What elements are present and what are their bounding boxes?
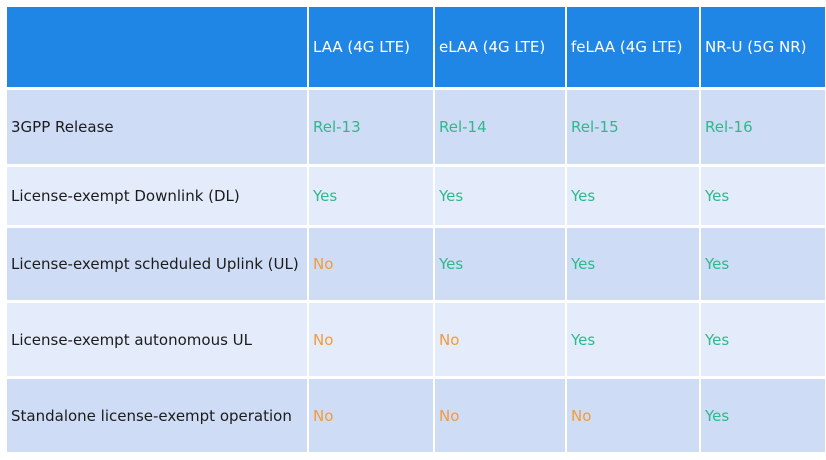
cell-value: No <box>435 379 565 452</box>
header-row: LAA (4G LTE) eLAA (4G LTE) feLAA (4G LTE… <box>7 7 825 87</box>
cell-value: Rel-15 <box>567 90 699 164</box>
cell-value: No <box>309 228 433 300</box>
cell-value: Yes <box>567 228 699 300</box>
table-row: License-exempt autonomous UL No No Yes Y… <box>7 303 825 376</box>
header-laa: LAA (4G LTE) <box>309 7 433 87</box>
cell-value: No <box>309 379 433 452</box>
table-row: License-exempt Downlink (DL) Yes Yes Yes… <box>7 167 825 225</box>
cell-value: Yes <box>701 303 825 376</box>
table-row: License-exempt scheduled Uplink (UL) No … <box>7 228 825 300</box>
cell-value: No <box>567 379 699 452</box>
header-corner-cell <box>7 7 307 87</box>
cell-value: Yes <box>701 228 825 300</box>
cell-value: Yes <box>701 167 825 225</box>
cell-value: No <box>309 303 433 376</box>
header-felaa: feLAA (4G LTE) <box>567 7 699 87</box>
table-row: Standalone license-exempt operation No N… <box>7 379 825 452</box>
row-label: License-exempt autonomous UL <box>7 303 307 376</box>
cell-value: Rel-14 <box>435 90 565 164</box>
row-label: License-exempt Downlink (DL) <box>7 167 307 225</box>
cell-value: No <box>435 303 565 376</box>
table-row: 3GPP Release Rel-13 Rel-14 Rel-15 Rel-16 <box>7 90 825 164</box>
row-label: License-exempt scheduled Uplink (UL) <box>7 228 307 300</box>
cell-value: Rel-16 <box>701 90 825 164</box>
row-label: 3GPP Release <box>7 90 307 164</box>
comparison-table: LAA (4G LTE) eLAA (4G LTE) feLAA (4G LTE… <box>5 4 826 455</box>
cell-value: Yes <box>435 228 565 300</box>
header-nr-u: NR-U (5G NR) <box>701 7 825 87</box>
row-label: Standalone license-exempt operation <box>7 379 307 452</box>
cell-value: Yes <box>567 303 699 376</box>
cell-value: Yes <box>435 167 565 225</box>
cell-value: Yes <box>309 167 433 225</box>
cell-value: Rel-13 <box>309 90 433 164</box>
cell-value: Yes <box>701 379 825 452</box>
cell-value: Yes <box>567 167 699 225</box>
header-elaa: eLAA (4G LTE) <box>435 7 565 87</box>
